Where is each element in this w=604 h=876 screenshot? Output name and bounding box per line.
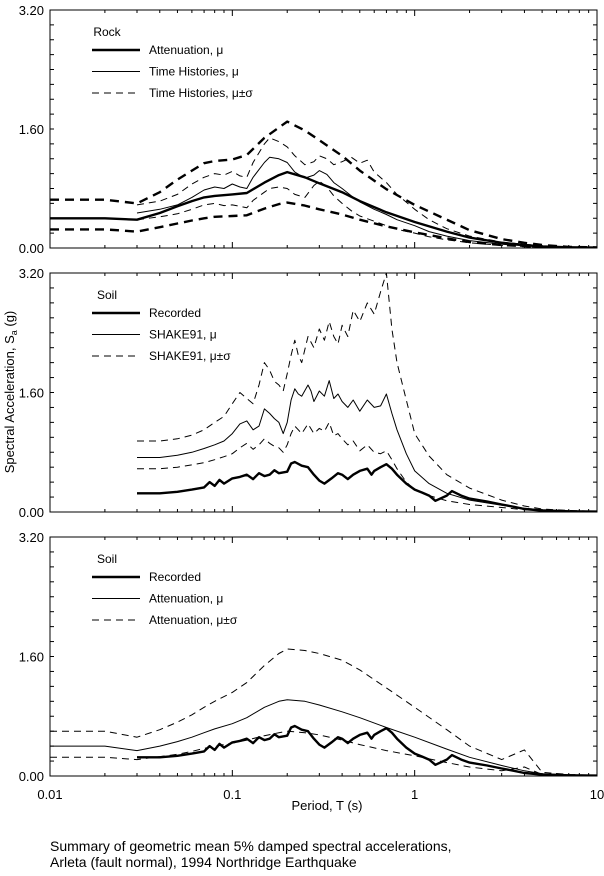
series-line-3 bbox=[50, 648, 597, 776]
y-tick-label: 0.00 bbox=[19, 769, 44, 784]
plot-frame bbox=[49, 272, 598, 513]
legend-entry-label: Time Histories, μ±σ bbox=[149, 86, 253, 100]
plot-frame bbox=[49, 9, 598, 249]
y-tick-label: 0.00 bbox=[19, 505, 44, 520]
series-line-6 bbox=[136, 180, 543, 248]
series-line-1 bbox=[137, 460, 597, 512]
y-axis-label-main: Spectral Acceleration, S bbox=[2, 335, 17, 473]
series-line-3 bbox=[50, 201, 597, 248]
y-axis-label-subscript: a bbox=[9, 330, 19, 335]
x-tick-label: 10 bbox=[590, 787, 604, 802]
y-axis-label: Spectral Acceleration, Sa (g) bbox=[2, 311, 19, 474]
series-line-2 bbox=[50, 699, 597, 776]
legend-entry-label: Attenuation, μ bbox=[149, 592, 223, 606]
series-line-1 bbox=[50, 170, 597, 248]
legend-entry-label: Attenuation, μ bbox=[149, 43, 223, 57]
series-line-4 bbox=[50, 730, 597, 776]
plot-frame bbox=[49, 536, 598, 777]
y-axis-label-unit: (g) bbox=[2, 311, 17, 331]
chart-panel-1: 0.00 1.60 3.20 Rock Attenuation, μ Time Histo… bbox=[19, 3, 598, 256]
legend-entry-label: SHAKE91, μ±σ bbox=[149, 349, 231, 363]
x-axis-label: Period, T (s) bbox=[291, 798, 362, 813]
y-tick-label: 1.60 bbox=[19, 122, 44, 137]
y-tick-label: 1.60 bbox=[19, 386, 44, 401]
x-tick-label: 1 bbox=[411, 787, 418, 802]
chart-panel-2: 0.00 1.60 3.20 Soil Recorded SHAKE91, μ SHAKE9… bbox=[19, 266, 598, 520]
caption-line-1: Summary of geometric mean 5% damped spec… bbox=[50, 838, 452, 854]
series-line-4 bbox=[136, 156, 543, 247]
x-tick-label: 0.1 bbox=[223, 787, 241, 802]
legend-entry-label: Recorded bbox=[149, 570, 201, 584]
legend-panel-label: Rock bbox=[93, 25, 121, 39]
y-tick-label: 3.20 bbox=[19, 266, 44, 281]
legend-entry-label: Time Histories, μ bbox=[149, 65, 239, 79]
legend-entry-label: Recorded bbox=[149, 306, 201, 320]
y-tick-label: 1.60 bbox=[19, 650, 44, 665]
caption-line-2: Arleta (fault normal), 1994 Northridge E… bbox=[50, 854, 357, 870]
y-tick-label: 0.00 bbox=[19, 241, 44, 256]
series-line-2 bbox=[50, 120, 597, 248]
legend: Rock Attenuation, μ Time Histories, μ Time … bbox=[92, 25, 253, 100]
legend: Soil Recorded Attenuation, μ Attenuation, μ… bbox=[92, 552, 238, 627]
legend-panel-label: Soil bbox=[97, 288, 117, 302]
legend-entry-label: Attenuation, μ±σ bbox=[149, 613, 238, 627]
chart-panel-3: 0.00 1.60 3.20 0.01 0.1 1 10 Soil Recorded Attenu… bbox=[19, 530, 604, 802]
x-tick-label: 0.01 bbox=[37, 787, 62, 802]
series-line-4 bbox=[137, 421, 597, 512]
legend: Soil Recorded SHAKE91, μ SHAKE91, μ±σ bbox=[92, 288, 231, 363]
figure-caption: Summary of geometric mean 5% damped spec… bbox=[50, 838, 590, 870]
series-line-2 bbox=[137, 380, 597, 512]
legend-panel-label: Soil bbox=[97, 552, 117, 566]
y-tick-label: 3.20 bbox=[19, 530, 44, 545]
y-tick-label: 3.20 bbox=[19, 3, 44, 18]
series-line-5 bbox=[136, 137, 543, 247]
series-line-3 bbox=[137, 273, 597, 512]
legend-entry-label: SHAKE91, μ bbox=[149, 328, 217, 342]
series-line-1 bbox=[137, 724, 597, 776]
